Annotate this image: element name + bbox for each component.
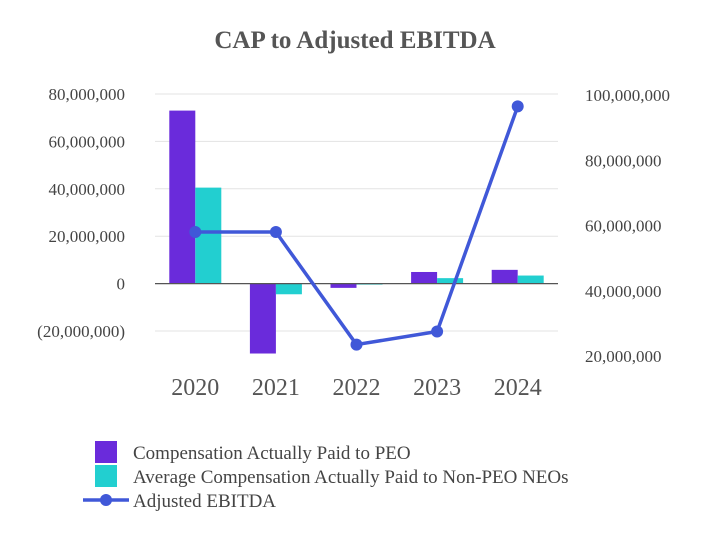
right-tick-label: 40,000,000: [585, 282, 662, 301]
ebitda-point-2022: [350, 338, 363, 351]
right-tick-label: 60,000,000: [585, 217, 662, 236]
bar-peo-2023: [411, 271, 438, 284]
ebitda-point-2021: [269, 226, 282, 239]
legend-label: Compensation Actually Paid to PEO: [133, 443, 411, 464]
x-tick-label: 2023: [413, 375, 461, 401]
x-tick-label: 2022: [333, 375, 381, 401]
chart-title: CAP to Adjusted EBITDA: [214, 27, 495, 54]
bar-peo-2024: [491, 269, 518, 284]
bar-peo-2021: [249, 283, 276, 354]
ebitda-line-path: [195, 105, 520, 347]
right-tick-label: 100,000,000: [585, 86, 670, 105]
legend-label: Adjusted EBITDA: [133, 491, 276, 512]
x-tick-label: 2024: [494, 375, 542, 401]
ebitda-point-2023: [431, 325, 444, 338]
x-tick-label: 2021: [252, 375, 300, 401]
right-tick-label: 80,000,000: [585, 151, 662, 170]
bars: [169, 110, 544, 354]
legend-line-marker: [100, 494, 112, 506]
ebitda-line: [189, 100, 524, 351]
left-tick-label: 60,000,000: [49, 132, 126, 151]
bar-peo-2020: [169, 110, 196, 284]
ebitda-point-2020: [189, 226, 202, 239]
legend: Compensation Actually Paid to PEO Average…: [83, 441, 569, 512]
left-tick-label: 80,000,000: [49, 85, 126, 104]
x-tick-label: 2020: [171, 375, 219, 401]
bar-non-peo-2024: [517, 275, 544, 284]
axis-ticks: 80,000,000 60,000,000 40,000,000 20,000,000…: [37, 85, 670, 401]
left-tick-label: 0: [117, 275, 126, 294]
bar-non-peo-2023: [437, 278, 464, 284]
left-tick-label: (20,000,000): [37, 322, 125, 341]
legend-label: Average Compensation Actually Paid to No…: [133, 467, 569, 488]
left-tick-label: 20,000,000: [49, 227, 126, 246]
legend-swatch: [95, 465, 117, 487]
right-tick-label: 20,000,000: [585, 347, 662, 366]
legend-swatch: [95, 441, 117, 463]
gridlines: [155, 93, 558, 332]
bar-non-peo-2021: [275, 283, 302, 295]
bar-peo-2022: [330, 283, 357, 288]
ebitda-point-2024: [511, 100, 524, 113]
left-tick-label: 40,000,000: [49, 180, 126, 199]
